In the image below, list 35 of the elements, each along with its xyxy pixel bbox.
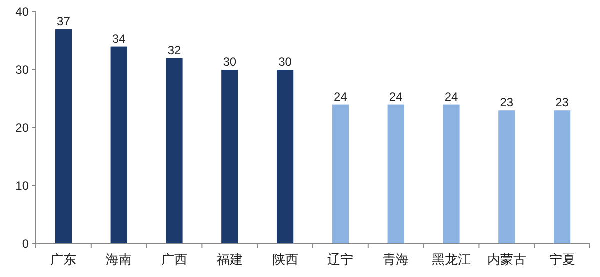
x-tick-label: 黑龙江 [432,252,471,267]
y-tick-label: 30 [16,63,30,77]
bar [498,110,516,244]
bar [55,29,72,244]
data-label: 24 [389,90,404,104]
y-tick-label: 40 [16,5,30,19]
data-label: 32 [168,43,182,58]
data-label: 34 [112,32,126,46]
data-label: 24 [444,90,458,104]
data-label: 30 [278,55,292,69]
bar [276,70,294,244]
x-tick-label: 福建 [216,252,243,267]
y-tick-label: 10 [16,179,30,193]
bar [166,58,183,244]
bar [222,70,238,244]
x-tick-label: 广西 [162,252,188,267]
data-label: 30 [223,55,237,69]
y-tick-label: 0 [22,237,30,251]
data-label: 24 [334,90,348,104]
x-tick-label: 青海 [383,252,410,267]
data-label: 23 [556,96,570,110]
bar [443,104,460,244]
data-label: 37 [57,14,71,28]
x-tick-label: 内蒙古 [487,252,526,267]
bar [332,104,350,244]
bar [554,110,571,244]
x-tick-label: 广东 [50,252,77,267]
x-tick-label: 陕西 [272,252,298,267]
x-tick-label: 辽宁 [328,252,354,267]
y-tick-label: 20 [16,121,30,135]
x-tick-label: 宁夏 [549,252,576,267]
bar [110,46,128,244]
data-label: 23 [500,96,514,110]
x-tick-label: 海南 [106,252,132,267]
bar [388,104,404,244]
